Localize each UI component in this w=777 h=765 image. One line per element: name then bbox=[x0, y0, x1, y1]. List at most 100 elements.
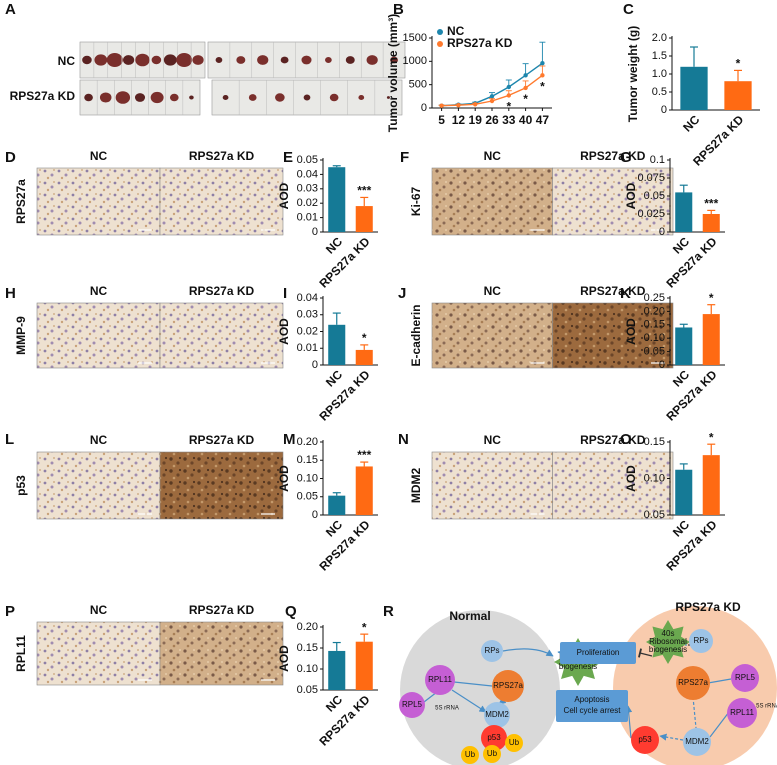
point bbox=[489, 94, 495, 99]
panel-letter: B bbox=[393, 1, 404, 18]
link bbox=[659, 733, 684, 741]
y-tick-label: 0.10 bbox=[297, 663, 318, 675]
y-tick-label: 0.15 bbox=[297, 642, 318, 654]
ihc-group-label: RPS27a KD bbox=[580, 433, 646, 447]
node-label: p53 bbox=[487, 733, 501, 742]
x-tick-label: NC bbox=[323, 517, 345, 539]
link bbox=[502, 648, 554, 657]
point bbox=[523, 73, 528, 78]
outcome-box bbox=[556, 690, 628, 722]
x-tick-label: RPS27a KD bbox=[316, 234, 372, 290]
node-label: MDM2 bbox=[485, 710, 509, 719]
y-tick-label: 0 bbox=[661, 104, 667, 116]
legend-marker bbox=[437, 41, 443, 47]
tumor bbox=[301, 55, 312, 65]
significance: *** bbox=[704, 197, 718, 211]
panel-letter: O bbox=[620, 431, 632, 448]
y-tick-label: 0.20 bbox=[297, 621, 318, 633]
x-tick-label: RPS27a KD bbox=[316, 692, 372, 748]
ihc-image bbox=[159, 302, 284, 369]
x-tick-label: NC bbox=[670, 367, 692, 389]
ihc-marker-label: Ki-67 bbox=[409, 187, 423, 217]
ihc-image bbox=[36, 451, 161, 520]
tumor bbox=[176, 53, 193, 67]
link bbox=[625, 705, 633, 739]
bar bbox=[724, 81, 752, 110]
panel-letter: P bbox=[5, 603, 15, 620]
y-tick-label: 0.01 bbox=[297, 342, 318, 354]
node-label: p53 bbox=[638, 735, 652, 744]
tumor bbox=[84, 93, 93, 102]
x-tick-label: 33 bbox=[502, 113, 516, 127]
photo-row-label: NC bbox=[58, 54, 76, 68]
panel-letter: H bbox=[5, 285, 16, 302]
x-tick-label: RPS27a KD bbox=[316, 517, 372, 573]
y-tick-label: 0.15 bbox=[644, 319, 665, 331]
node-label: 5S rRNA bbox=[435, 706, 459, 712]
y-tick-label: 0.05 bbox=[644, 346, 665, 358]
x-tick-label: NC bbox=[670, 234, 692, 256]
x-tick-label: RPS27a KD bbox=[663, 367, 719, 423]
outcome-box bbox=[560, 642, 636, 664]
bar bbox=[702, 314, 720, 365]
bar bbox=[355, 349, 373, 365]
ihc-marker-label: RPL11 bbox=[14, 635, 28, 672]
normal-cell bbox=[400, 610, 560, 765]
ihc-image bbox=[552, 167, 674, 236]
y-tick-label: 0 bbox=[312, 226, 318, 238]
ihc-group-label: RPS27a KD bbox=[580, 149, 646, 163]
ihc-image bbox=[159, 451, 284, 520]
y-tick-label: 0.01 bbox=[297, 212, 318, 224]
bar bbox=[675, 469, 693, 515]
tumor bbox=[82, 55, 92, 65]
panel-letter: R bbox=[383, 603, 394, 620]
ihc-group-label: NC bbox=[90, 433, 108, 447]
point bbox=[489, 98, 495, 104]
ihc-marker-label: E-cadherin bbox=[409, 304, 423, 366]
y-tick-label: 0.05 bbox=[297, 684, 318, 696]
ihc-image bbox=[431, 302, 553, 369]
diagram-node bbox=[483, 745, 501, 763]
y-tick-label: 1.5 bbox=[652, 50, 667, 62]
y-axis-label: AOD bbox=[624, 182, 638, 209]
y-tick-label: 0.20 bbox=[297, 436, 318, 448]
annotation: * bbox=[540, 80, 545, 94]
significance: *** bbox=[357, 184, 371, 198]
x-tick-label: NC bbox=[323, 234, 345, 256]
x-tick-label: NC bbox=[323, 367, 345, 389]
diagram-node bbox=[689, 629, 713, 653]
y-tick-label: 2.0 bbox=[652, 32, 667, 44]
x-tick-label: 47 bbox=[536, 113, 550, 127]
outcome-label: Cell cycle arrest bbox=[564, 706, 622, 715]
point bbox=[456, 103, 461, 108]
point bbox=[540, 61, 545, 66]
y-tick-label: 1500 bbox=[403, 32, 427, 44]
link bbox=[709, 711, 730, 738]
biogenesis-label: biogenesis bbox=[559, 662, 597, 671]
ihc-marker-label: MDM2 bbox=[409, 468, 423, 504]
y-tick-label: 0.10 bbox=[644, 332, 665, 344]
y-tick-label: 0.075 bbox=[637, 172, 665, 184]
tumor bbox=[134, 93, 146, 102]
biogenesis-label: biogenesis bbox=[649, 645, 687, 654]
bar bbox=[355, 466, 373, 515]
y-axis-label: AOD bbox=[277, 645, 291, 672]
diagram-node bbox=[727, 698, 757, 728]
y-tick-label: 0 bbox=[421, 102, 427, 114]
point bbox=[540, 73, 545, 78]
tumor bbox=[189, 95, 194, 100]
biogenesis-label: 40s bbox=[662, 629, 675, 638]
y-tick-label: 0 bbox=[659, 226, 665, 238]
x-tick-label: RPS27a KD bbox=[663, 234, 719, 290]
diagram-node bbox=[731, 664, 759, 692]
photo-row-label: RPS27a KD bbox=[10, 89, 76, 103]
node-label: RPL11 bbox=[428, 675, 452, 684]
legend-label: RPS27a KD bbox=[447, 36, 513, 50]
panel-letter: I bbox=[283, 285, 287, 302]
node-label: RPs bbox=[484, 646, 499, 655]
y-tick-label: 0.05 bbox=[644, 190, 665, 202]
y-tick-label: 0.15 bbox=[644, 436, 665, 448]
ihc-marker-label: p53 bbox=[14, 475, 28, 496]
significance: * bbox=[736, 57, 741, 71]
